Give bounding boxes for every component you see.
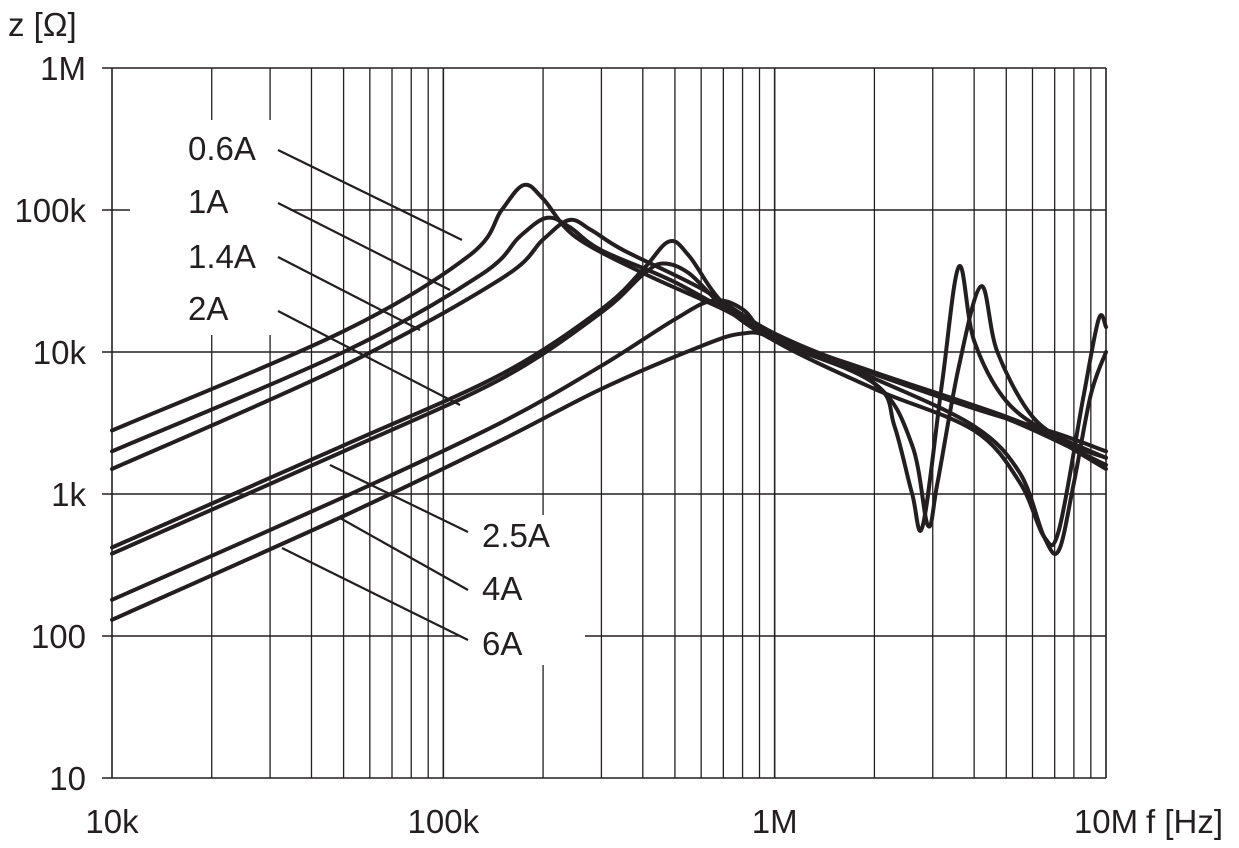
annotation-leader — [329, 464, 469, 533]
annotation-label: 6A — [482, 625, 522, 662]
annotation-leader — [277, 149, 463, 241]
y-tick-label: 1M — [40, 50, 86, 87]
curves — [110, 182, 1108, 622]
annotation-label: 1.4A — [188, 238, 256, 275]
grid — [102, 67, 1107, 779]
label-backdrop — [130, 195, 200, 225]
y-axis-label: z [Ω] — [8, 6, 77, 43]
annotation-label: 2A — [188, 290, 228, 327]
series-line-4a — [110, 298, 1108, 602]
x-axis-label: f [Hz] — [1146, 803, 1223, 840]
y-tick-label: 10k — [33, 334, 87, 371]
series-line-6a — [110, 330, 1108, 622]
annotation-leader — [277, 256, 421, 331]
x-tick-label: 100k — [408, 803, 480, 840]
annotation-leader — [339, 517, 469, 591]
annotation-label: 1A — [188, 183, 228, 220]
x-tick-label: 1M — [752, 803, 798, 840]
annotation-leader — [277, 202, 451, 291]
annotation-leader — [281, 547, 469, 641]
y-tick-label: 100 — [31, 618, 86, 655]
label-backdrop — [150, 120, 290, 335]
annotation-label: 0.6A — [188, 130, 256, 167]
annotation-label: 4A — [482, 570, 522, 607]
y-tick-label: 100k — [14, 192, 86, 229]
label-backdrop — [460, 515, 585, 665]
series-line-2-5a — [110, 261, 1108, 556]
y-tick-label: 10 — [49, 760, 86, 797]
x-tick-label: 10M — [1074, 803, 1138, 840]
x-tick-label: 10k — [85, 803, 139, 840]
series-line-1-4a — [110, 217, 1108, 471]
y-tick-label: 1k — [51, 476, 86, 513]
series-annotations: 0.6A 1A 1.4A 2A 2.5A 4A 6A — [188, 130, 550, 662]
annotation-leader — [277, 310, 461, 406]
annotation-label: 2.5A — [482, 517, 550, 554]
axes: z [Ω] f [Hz] 10 100 1k 10k 100k 1M 10k 100k 1M 10… — [8, 6, 1223, 840]
